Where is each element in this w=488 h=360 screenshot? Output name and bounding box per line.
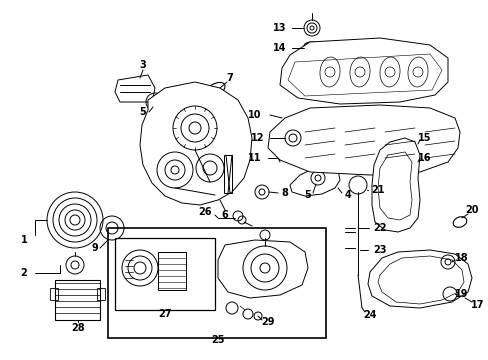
Bar: [158, 252, 185, 290]
Text: 11: 11: [248, 153, 261, 163]
Ellipse shape: [204, 82, 224, 98]
Text: 20: 20: [464, 205, 478, 215]
Text: 17: 17: [470, 300, 484, 310]
Text: 22: 22: [372, 223, 386, 233]
Text: 25: 25: [211, 335, 224, 345]
Text: 3: 3: [140, 60, 146, 70]
Text: 5: 5: [140, 107, 146, 117]
Bar: [97, 288, 105, 300]
Text: 28: 28: [71, 323, 84, 333]
Text: 10: 10: [248, 110, 261, 120]
Bar: [55, 280, 100, 320]
Polygon shape: [367, 250, 471, 308]
Text: 9: 9: [91, 243, 98, 253]
Text: 12: 12: [251, 133, 264, 143]
Bar: [115, 238, 215, 310]
Polygon shape: [115, 75, 155, 102]
Polygon shape: [218, 240, 307, 298]
Text: 21: 21: [370, 185, 384, 195]
Text: 4: 4: [344, 190, 351, 200]
Text: 15: 15: [417, 133, 431, 143]
Polygon shape: [371, 138, 419, 232]
Text: 19: 19: [454, 289, 468, 299]
Text: 27: 27: [158, 309, 171, 319]
Text: 13: 13: [273, 23, 286, 33]
Text: 1: 1: [20, 235, 27, 245]
Bar: [224, 155, 231, 193]
Ellipse shape: [452, 217, 466, 227]
Text: 7: 7: [226, 73, 233, 83]
Polygon shape: [289, 166, 339, 196]
Polygon shape: [280, 38, 447, 104]
Bar: [108, 228, 325, 338]
Polygon shape: [140, 82, 251, 205]
Text: 16: 16: [417, 153, 431, 163]
Text: 14: 14: [273, 43, 286, 53]
Text: 26: 26: [198, 207, 211, 217]
Text: 6: 6: [221, 210, 228, 220]
Bar: [50, 288, 58, 300]
Text: 18: 18: [454, 253, 468, 263]
Text: 29: 29: [261, 317, 274, 327]
Text: 24: 24: [363, 310, 376, 320]
Text: 8: 8: [281, 188, 288, 198]
Polygon shape: [267, 105, 459, 175]
Text: 2: 2: [20, 268, 27, 278]
Text: 5: 5: [304, 190, 311, 200]
Text: 23: 23: [372, 245, 386, 255]
